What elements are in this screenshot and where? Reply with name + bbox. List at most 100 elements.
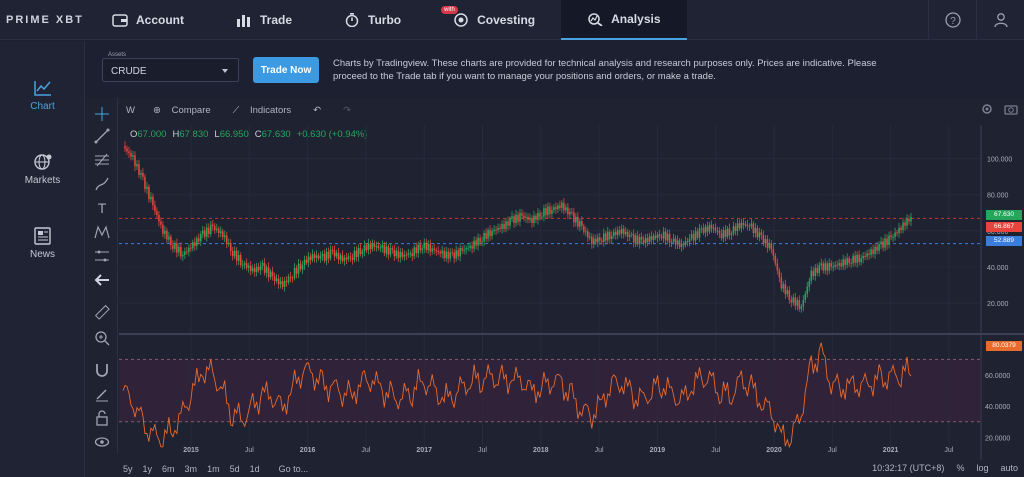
- timeframe-1d[interactable]: 1d: [249, 463, 260, 474]
- interval-button[interactable]: W: [126, 104, 135, 116]
- x-tick-label: Jul: [478, 447, 487, 454]
- timeframe-1m[interactable]: 1m: [207, 463, 220, 474]
- arrow-left-icon[interactable]: [94, 272, 110, 288]
- timeframe-5y[interactable]: 5y: [123, 463, 133, 474]
- nav-analysis[interactable]: Analysis: [561, 0, 687, 40]
- candle-body: [593, 238, 595, 245]
- timeframe-1y[interactable]: 1y: [142, 463, 153, 474]
- candle-body: [313, 254, 316, 259]
- candle-body: [632, 234, 635, 243]
- candle-body: [708, 224, 711, 232]
- candle-body: [874, 246, 876, 254]
- undo-button[interactable]: ↶: [305, 105, 329, 116]
- timeframe-5d[interactable]: 5d: [229, 463, 240, 474]
- compare-button[interactable]: ⊕ Compare: [145, 105, 219, 116]
- candle-body: [194, 242, 196, 246]
- candle-body: [215, 228, 218, 230]
- indicators-button[interactable]: ⟋ Indicators: [225, 105, 299, 116]
- candle-body: [415, 247, 418, 254]
- candle-body: [668, 233, 671, 243]
- nav-trade[interactable]: Trade: [210, 0, 318, 40]
- timeframe-6m[interactable]: 6m: [162, 463, 175, 474]
- trade-now-button[interactable]: Trade Now: [253, 57, 319, 83]
- zoom-in-icon[interactable]: [94, 330, 110, 346]
- candle-body: [583, 225, 585, 232]
- disclaimer-text: Charts by Tradingview. These charts are …: [333, 58, 877, 82]
- ohlc-high-label: H: [172, 129, 180, 140]
- sidebar-item-news[interactable]: News: [0, 227, 85, 260]
- candle-body: [734, 226, 737, 231]
- help-button[interactable]: ?: [928, 0, 976, 40]
- candle-body: [585, 231, 587, 233]
- brush-icon[interactable]: [94, 176, 110, 192]
- crosshair-icon[interactable]: [94, 106, 110, 122]
- candle-body: [832, 266, 834, 268]
- candle-body: [604, 233, 607, 241]
- text-tool-icon[interactable]: T: [94, 200, 110, 216]
- sidebar-item-markets[interactable]: Markets: [0, 153, 85, 186]
- auto-toggle[interactable]: auto: [1000, 463, 1018, 473]
- candle-body: [776, 263, 779, 271]
- y-tick-label: 60.000: [987, 229, 1009, 236]
- candle-body: [816, 267, 819, 273]
- candle-body: [539, 213, 541, 217]
- eye-icon[interactable]: [94, 434, 110, 450]
- candle-body: [884, 238, 886, 248]
- candle-body: [577, 216, 579, 227]
- fib-icon[interactable]: [94, 152, 110, 168]
- candle-body: [231, 250, 234, 257]
- x-tick-label: 2018: [533, 447, 549, 454]
- candle-body: [327, 251, 330, 259]
- chevron-down-icon: [222, 69, 228, 73]
- pencil-lock-icon[interactable]: [94, 386, 110, 402]
- brand-logo[interactable]: PRIME XBT: [6, 13, 84, 26]
- candle-body: [501, 223, 503, 229]
- candle-body: [644, 237, 647, 244]
- candle-body: [337, 252, 340, 260]
- prediction-icon[interactable]: [94, 248, 110, 264]
- camera-icon[interactable]: [1004, 103, 1018, 115]
- candle-body: [798, 300, 801, 309]
- assets-select[interactable]: CRUDE: [102, 58, 239, 82]
- log-toggle[interactable]: log: [976, 463, 989, 473]
- price-chart[interactable]: 100.000 80.000 60.000 40.000 20.000 60.0000 40…: [119, 125, 1024, 460]
- candle-body: [174, 243, 176, 249]
- goto-button[interactable]: Go to...: [278, 463, 309, 474]
- nav-account[interactable]: Account: [86, 0, 210, 40]
- pattern-icon[interactable]: [94, 224, 110, 240]
- candle-body: [196, 238, 198, 246]
- candle-body: [728, 228, 731, 236]
- percent-toggle[interactable]: %: [956, 463, 965, 473]
- candle-body: [567, 207, 569, 215]
- magnet-icon[interactable]: [94, 362, 110, 378]
- candle-body: [445, 251, 447, 259]
- nav-covesting[interactable]: with Covesting: [427, 0, 561, 40]
- candle-body: [595, 238, 597, 243]
- candle-body: [902, 222, 904, 230]
- candle-body: [684, 241, 687, 246]
- candle-body: [473, 240, 475, 249]
- candle-body: [780, 277, 783, 289]
- trend-line-icon[interactable]: [94, 128, 110, 144]
- lock-icon[interactable]: [94, 410, 110, 426]
- nav-turbo[interactable]: Turbo: [318, 0, 427, 40]
- candle-body: [447, 251, 449, 259]
- candle-body: [782, 284, 785, 289]
- x-tick-label: 2021: [883, 447, 899, 454]
- candle-body: [435, 250, 438, 252]
- candle-body: [269, 271, 272, 278]
- candle-body: [321, 253, 324, 257]
- timeframe-3m[interactable]: 3m: [184, 463, 198, 474]
- candle-body: [872, 249, 874, 254]
- clock-text[interactable]: 10:32:17 (UTC+8): [872, 463, 945, 473]
- sidebar-item-chart[interactable]: Chart: [0, 79, 85, 112]
- candle-body: [800, 306, 803, 309]
- ruler-icon[interactable]: [94, 304, 110, 320]
- candle-body: [190, 247, 192, 249]
- candle-body: [341, 255, 344, 262]
- profile-button[interactable]: [976, 0, 1024, 40]
- redo-button[interactable]: ↷: [335, 105, 359, 116]
- settings-icon[interactable]: [981, 103, 993, 115]
- ohlc-open: 67.000: [137, 129, 167, 140]
- candle-body: [614, 231, 617, 235]
